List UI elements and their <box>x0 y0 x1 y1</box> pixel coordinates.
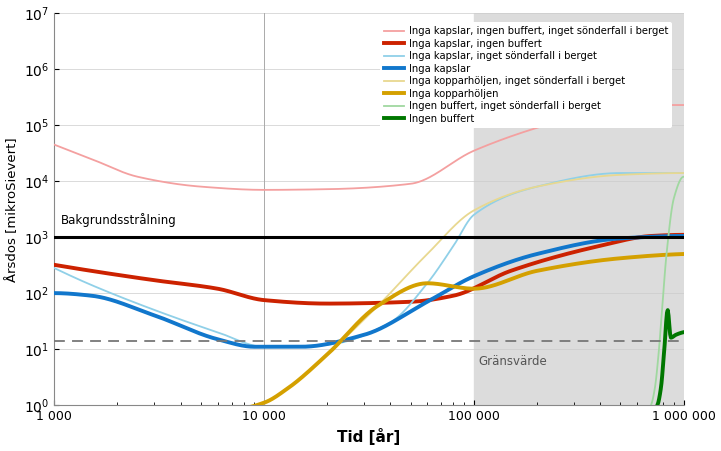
Text: Gränsvärde: Gränsvärde <box>478 355 547 368</box>
Bar <box>474 14 721 405</box>
Text: Bakgrundsstrålning: Bakgrundsstrålning <box>61 212 177 226</box>
Legend: Inga kapslar, ingen buffert, inget sönderfall i berget, Inga kapslar, ingen buff: Inga kapslar, ingen buffert, inget sönde… <box>380 22 672 128</box>
Y-axis label: Årsdos [mikroSievert]: Årsdos [mikroSievert] <box>6 137 19 281</box>
X-axis label: Tid [år]: Tid [år] <box>337 428 401 446</box>
